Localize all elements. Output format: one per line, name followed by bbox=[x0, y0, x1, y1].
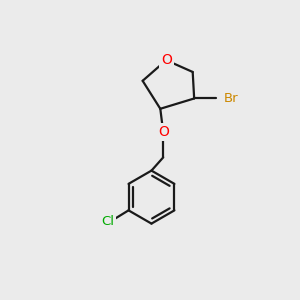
Text: O: O bbox=[161, 53, 172, 67]
Text: Br: Br bbox=[224, 92, 238, 105]
Text: Cl: Cl bbox=[101, 215, 114, 228]
Text: O: O bbox=[158, 125, 169, 139]
